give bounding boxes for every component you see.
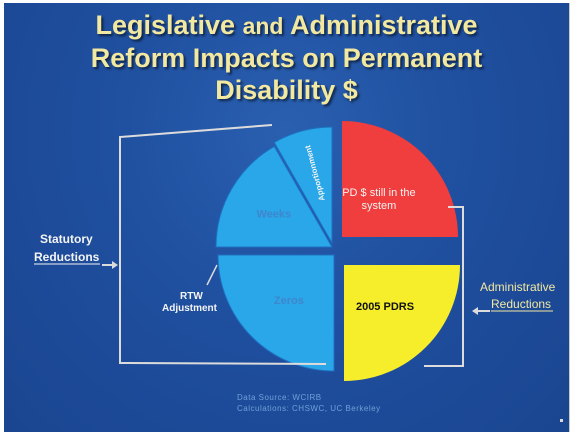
- statutory-bracket: [119, 124, 327, 365]
- rtw-leader-line: [206, 264, 218, 286]
- slide: Legislative and Administrative Reform Im…: [4, 3, 570, 432]
- rtw-label-line2: Adjustment: [162, 303, 218, 314]
- title-word-and: and: [242, 13, 284, 39]
- data-source-note: Data Source: WCIRB Calculations: CHSWC, …: [237, 392, 381, 414]
- pie-chart: Statutory Reductions Administrative Redu…: [34, 121, 556, 381]
- title-line-3: Disability $: [215, 75, 358, 105]
- chart-title: Legislative and Administrative Reform Im…: [4, 9, 569, 106]
- slice-weeks: [215, 145, 333, 248]
- slice-2005-pdrs: [344, 265, 460, 381]
- slice-2005-pdrs-label: 2005 PDRS: [356, 301, 414, 313]
- title-line-1: Legislative and Administrative: [4, 9, 569, 42]
- statutory-label-line1: Statutory: [40, 232, 93, 246]
- corner-mark: [560, 419, 563, 422]
- data-source-line: Data Source: WCIRB: [237, 393, 322, 402]
- title-line-2: Reform Impacts on Permanent: [90, 43, 483, 73]
- calculations-line: Calculations: CHSWC, UC Berkeley: [237, 404, 381, 413]
- title-word-legislative: Legislative: [95, 10, 236, 40]
- administrative-arrow-head: [472, 307, 478, 315]
- statutory-arrow-head: [112, 261, 118, 269]
- slice-apportionment: [273, 126, 333, 245]
- slice-weeks-label: Weeks: [256, 208, 291, 220]
- administrative-label-line2: Reductions: [491, 297, 551, 311]
- pie-slices: [215, 121, 460, 381]
- slice-zeros-label: Zeros: [274, 295, 304, 307]
- administrative-label-line1: Administrative: [480, 280, 556, 294]
- slice-pd-still-in-system-label: PD $ still in the system: [342, 187, 415, 212]
- slice-pd-still-in-system: [342, 121, 458, 237]
- title-word-administrative: Administrative: [289, 10, 478, 40]
- statutory-label-line2: Reductions: [34, 250, 100, 264]
- administrative-bracket: [424, 206, 464, 367]
- slice-zeros: [217, 254, 335, 372]
- rtw-label-line1: RTW: [180, 291, 203, 302]
